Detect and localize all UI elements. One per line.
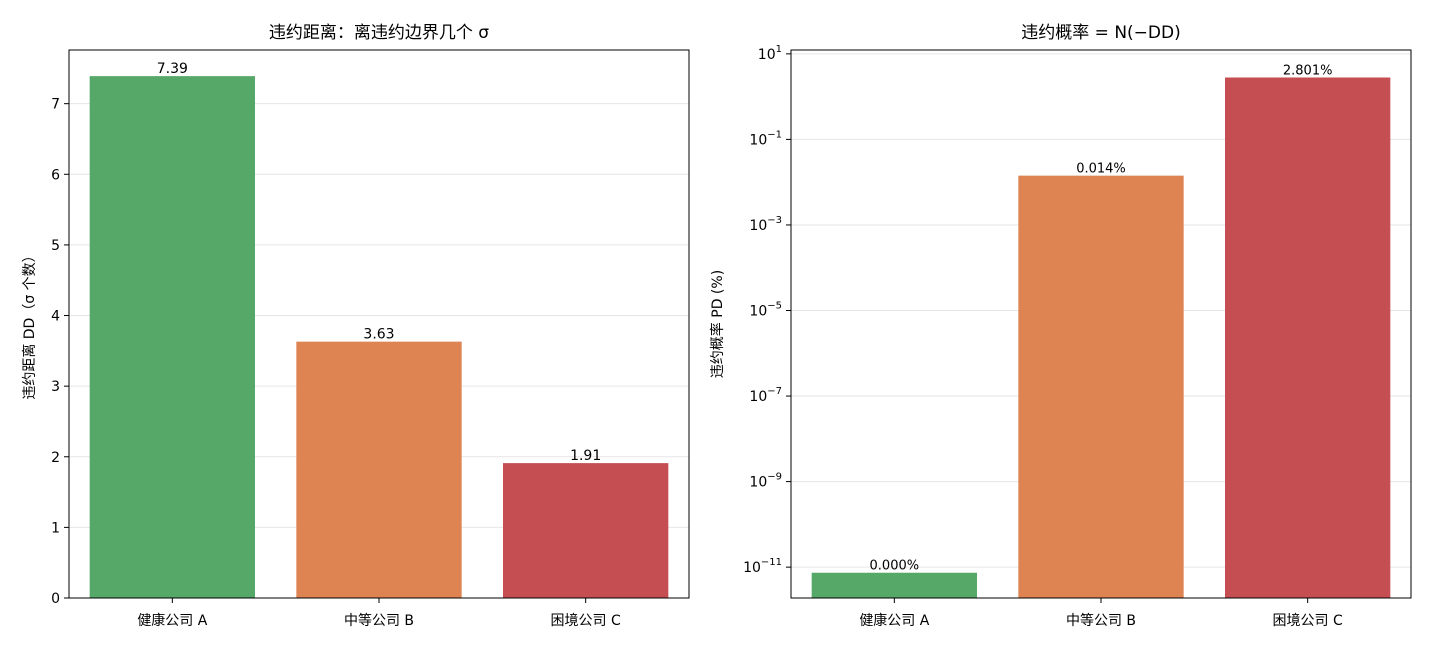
pd-chart: 0.000%0.014%2.801%健康公司 A 中等公司 B 困境公司 C10−1… (709, 23, 1412, 629)
dd-bar (503, 463, 669, 598)
dd-y-tick-label: 5 (51, 238, 60, 254)
pd-y-tick-exp: −9 (767, 472, 782, 483)
pd-y-tick-label: 10−1 (749, 129, 782, 148)
dd-y-tick-label: 0 (51, 591, 60, 607)
pd-title: 违约概率 = N(−DD) (1021, 23, 1180, 43)
dd-x-tick-label: 困境公司 C (551, 613, 621, 629)
pd-y-tick-base: 10 (749, 303, 767, 319)
pd-y-tick-base: 10 (749, 389, 767, 405)
dd-y-tick-label: 4 (51, 309, 60, 325)
pd-y-tick-label: 10−9 (749, 472, 782, 491)
pd-data-label: 0.014% (1076, 162, 1126, 177)
pd-y-tick-label: 101 (758, 44, 782, 63)
pd-data-label: 0.000% (870, 559, 920, 574)
dd-data-label: 1.91 (570, 448, 601, 464)
dd-bar (89, 76, 256, 599)
pd-y-tick-exp: −3 (767, 215, 782, 226)
dd-y-tick-label: 2 (51, 450, 60, 466)
dd-bar (296, 341, 462, 598)
pd-y-tick-exp: −7 (767, 386, 782, 397)
pd-bar (1225, 77, 1391, 599)
dd-chart: 7.39 3.63 1.91 健康公司 A 中等公司 B 困境公司 C 0 1 2 3 4 5 6 7 违约… (21, 23, 690, 629)
pd-data-label: 2.801% (1283, 63, 1333, 78)
dd-axes-frame (68, 49, 690, 599)
dd-data-labels: 7.39 3.63 1.91 (157, 61, 602, 464)
pd-y-tick-base: 10 (749, 132, 767, 148)
pd-x-tick-label: 中等公司 B (1066, 612, 1136, 629)
pd-y-tick-exp: 1 (776, 44, 782, 55)
pd-y-tick-base: 10 (749, 475, 767, 491)
pd-y-tick-base: 10 (743, 560, 761, 576)
pd-y-axis-label: 违约概率 PD (%) (709, 270, 726, 378)
pd-y-tick-label: 10−11 (743, 557, 782, 576)
pd-y-tick-exp: −5 (767, 300, 782, 311)
pd-y-tick-label: 10−3 (749, 215, 782, 234)
pd-x-tick-label: 困境公司 C (1273, 613, 1343, 629)
pd-bar (1018, 175, 1184, 599)
dd-data-label: 7.39 (157, 61, 188, 77)
dd-y-axis-label: 违约距离 DD（σ 个数） (21, 248, 38, 399)
dd-x-tick-label: 健康公司 A (137, 612, 207, 629)
pd-x-tick-label: 健康公司 A (859, 612, 929, 629)
pd-y-tick-exp: −1 (767, 129, 782, 140)
dd-title: 违约距离：离违约边界几个 σ (269, 23, 489, 43)
pd-y-tick-base: 10 (749, 218, 767, 234)
pd-bar (811, 572, 977, 598)
dd-data-label: 3.63 (363, 327, 394, 343)
pd-bars (811, 77, 1391, 599)
dd-y-tick-label: 6 (51, 167, 60, 183)
pd-axes-frame (790, 49, 1412, 599)
pd-y-tick-label: 10−7 (749, 386, 782, 405)
dd-y-tick-label: 3 (51, 379, 60, 395)
pd-y-tick-base: 10 (758, 47, 776, 63)
pd-y-tick-label: 10−5 (749, 300, 782, 319)
pd-data-labels: 0.000% 0.014% 2.801% (870, 63, 1333, 573)
pd-y-tick-exp: −11 (761, 557, 782, 568)
dd-x-tick-label: 中等公司 B (344, 612, 414, 629)
dd-bars (89, 76, 669, 599)
dd-y-tick-label: 1 (51, 520, 60, 536)
dd-y-tick-label: 7 (51, 97, 60, 113)
